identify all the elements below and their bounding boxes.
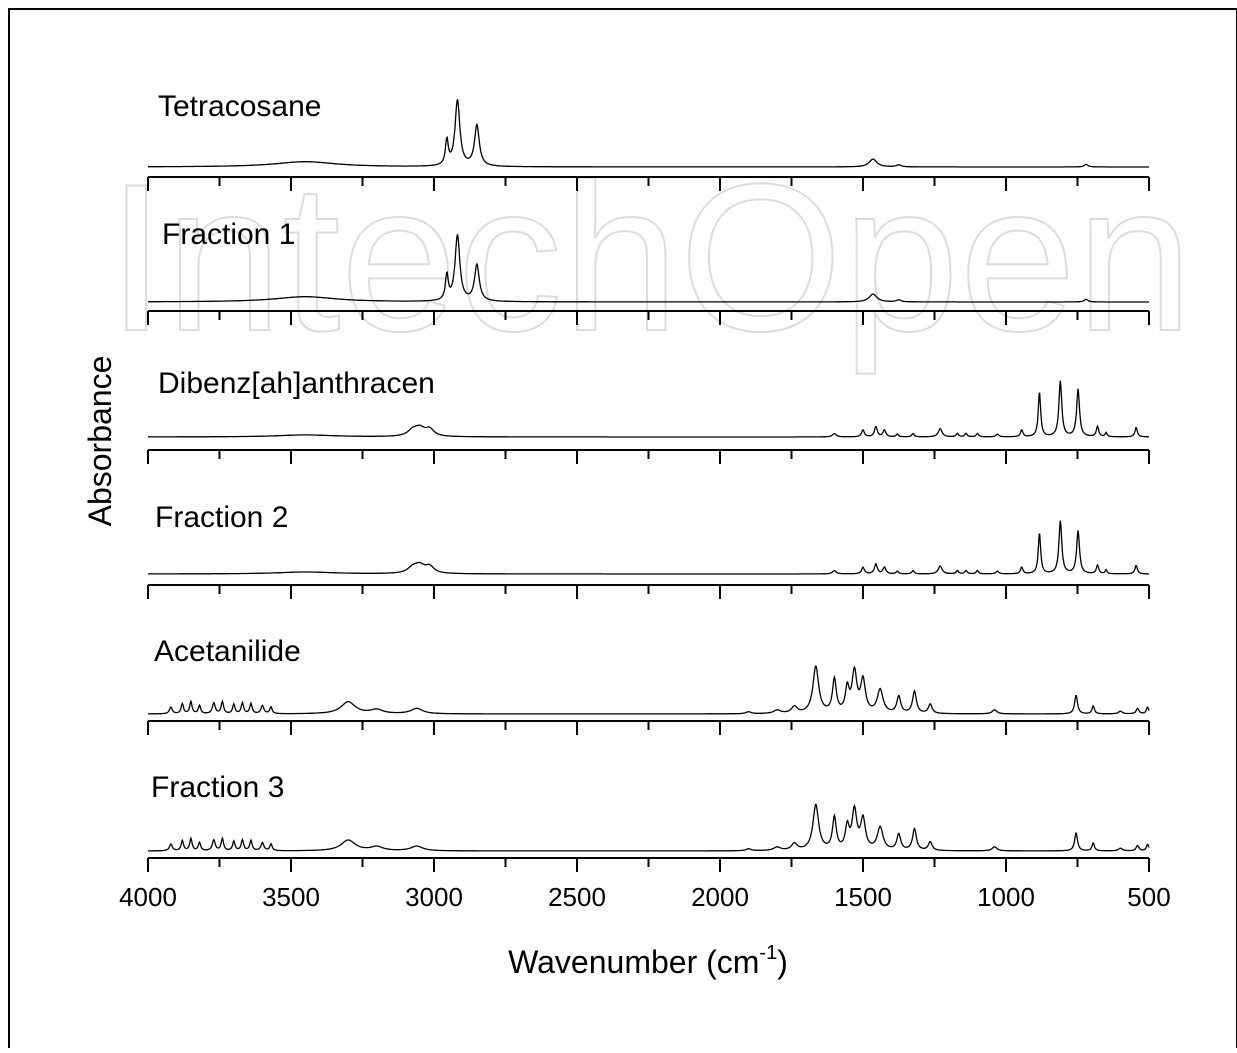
- x-tick-label: 2500: [548, 882, 606, 912]
- x-tick-label: 2000: [691, 882, 749, 912]
- series-label-fraction-1: Fraction 1: [162, 218, 295, 251]
- x-tick-label: 1000: [977, 882, 1035, 912]
- spectrum-line-fraction-2: [148, 520, 1149, 575]
- series-label-dibenz-ah-anthracen: Dibenz[ah]anthracen: [158, 367, 435, 400]
- x-tick-label: 4000: [119, 882, 177, 912]
- x-tick-label: 3500: [262, 882, 320, 912]
- panel-dibenz-ah-anthracen: Dibenz[ah]anthracen: [147, 367, 1150, 464]
- panel-fraction-3: Fraction 3: [147, 771, 1150, 872]
- spectrum-line-fraction-1: [148, 234, 1149, 303]
- panel-tetracosane: Tetracosane: [147, 90, 1150, 191]
- y-axis-label: Absorbance: [82, 356, 118, 527]
- x-tick-label: 1500: [834, 882, 892, 912]
- x-tick-label: 500: [1127, 882, 1170, 912]
- panel-fraction-1: Fraction 1: [147, 218, 1150, 325]
- series-label-fraction-3: Fraction 3: [151, 771, 284, 804]
- series-label-fraction-2: Fraction 2: [155, 501, 288, 534]
- spectrum-line-acetanilide: [148, 665, 1150, 715]
- x-axis-label-sup: -1: [759, 942, 777, 964]
- series-label-tetracosane: Tetracosane: [158, 90, 321, 123]
- x-axis-label-tail: ): [777, 944, 788, 980]
- panel-fraction-2: Fraction 2: [147, 501, 1150, 599]
- spectrum-line-tetracosane: [148, 99, 1149, 168]
- x-axis-label-main: Wavenumber (cm: [508, 944, 759, 980]
- watermark-text: IntechOpen: [107, 140, 1193, 375]
- x-axis-label: Wavenumber (cm-1): [508, 942, 788, 980]
- spectra-panels: Tetracosane Fraction 1 Dibenz[ah]anthracen…: [147, 90, 1150, 872]
- panel-acetanilide: Acetanilide: [147, 635, 1150, 735]
- series-label-acetanilide: Acetanilide: [154, 635, 301, 668]
- spectrum-line-dibenz-ah-anthracen: [148, 380, 1149, 438]
- x-tick-labels: 4000 3500 3000 2500 2000 1500 1000 500: [119, 882, 1171, 912]
- figure-border: [8, 8, 1237, 1053]
- spectrum-line-fraction-3: [148, 803, 1150, 852]
- x-tick-label: 3000: [405, 882, 463, 912]
